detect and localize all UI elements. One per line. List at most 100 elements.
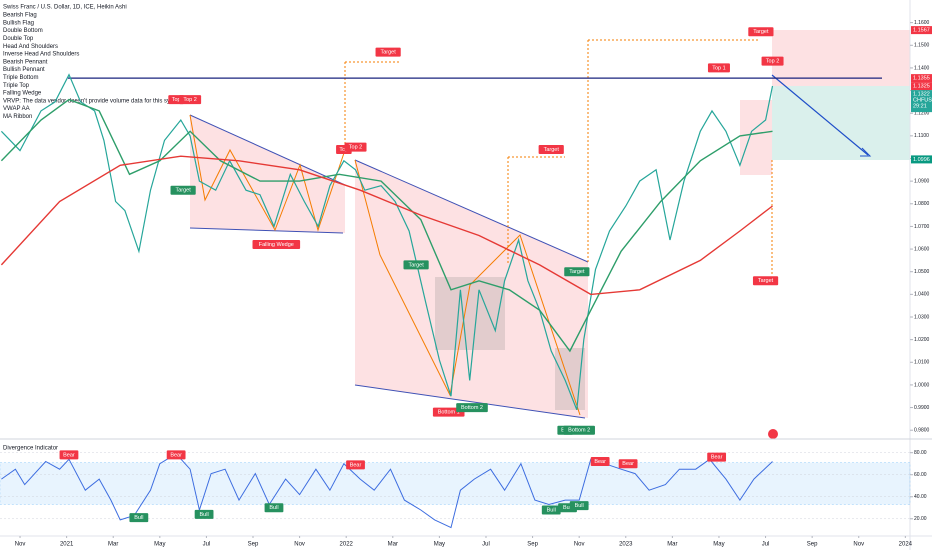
chart-title: Swiss Franc / U.S. Dollar, 1D, ICE, Heik…: [3, 5, 127, 11]
y-tick-label: 1.1100: [914, 133, 929, 139]
label-text: Top 1: [712, 65, 725, 71]
label-box: [541, 505, 561, 515]
legend-item: Double Bottom: [3, 28, 43, 34]
pattern-label: Target: [170, 185, 196, 195]
x-tick-label: Nov: [574, 542, 585, 548]
y-tick-label: 1.0400: [914, 292, 930, 298]
x-tick-label: 2024: [899, 542, 913, 548]
price-label-box: [911, 26, 932, 35]
x-tick-label: Jul: [762, 542, 770, 548]
arrow-head: [860, 147, 872, 157]
double-bottom-area: [555, 348, 585, 410]
price-label: 1.1325: [913, 84, 930, 90]
pattern-label: Bear: [707, 452, 727, 462]
y-tick-label: 1.0300: [914, 314, 930, 320]
drawings: [189, 30, 910, 439]
label-box: [252, 240, 301, 250]
target-zone: [772, 86, 910, 160]
label-box: [179, 95, 202, 105]
label-text: Falling Wedge: [259, 242, 294, 248]
legend-item: Bullish Pennant: [3, 67, 45, 73]
y-tick-label: 1.1500: [914, 43, 930, 49]
pattern-label: Bear: [618, 459, 638, 469]
y-tick-label: 1.0700: [914, 224, 930, 230]
label-box: [264, 503, 284, 513]
y-tick-label: 40.00: [914, 494, 927, 500]
label-text: Top 2: [766, 59, 779, 65]
x-tick-label: Jul: [482, 542, 490, 548]
y-tick-label: 1.1600: [914, 20, 930, 26]
price-label-box: [911, 74, 932, 83]
series-line: [1, 453, 773, 529]
pattern-label: Bull: [569, 501, 589, 511]
wedge-area: [355, 160, 588, 418]
label-text: Target: [758, 278, 774, 284]
label-text: Top: [339, 147, 348, 153]
x-tick-label: May: [713, 542, 724, 548]
pattern-label: Top 2: [344, 142, 367, 152]
label-box: [194, 509, 214, 519]
countdown: 29:21: [913, 104, 927, 110]
y-tick-label: 0.9900: [914, 405, 930, 411]
y-tick-label: 0.9800: [914, 428, 930, 434]
zigzag: [354, 159, 581, 416]
label-text: Bear: [622, 461, 634, 467]
label-box: [707, 452, 727, 462]
legend-item: Bullish Flag: [3, 20, 34, 26]
label-text: Bull: [134, 515, 143, 521]
x-tick-label: Jul: [203, 542, 211, 548]
flag-icon: [768, 429, 778, 439]
label-text: Bull: [269, 505, 278, 511]
legend-item: Head And Shoulders: [3, 44, 58, 50]
label-text: Bull: [563, 505, 572, 511]
y-tick-label: 1.0500: [914, 269, 930, 275]
y-tick-label: 1.0600: [914, 246, 930, 252]
price-label: 1.1322: [913, 92, 930, 98]
label-text: Target: [569, 269, 585, 275]
x-tick-label: Nov: [853, 542, 864, 548]
x-tick-label: Nov: [294, 542, 305, 548]
pattern-label: Target: [752, 276, 779, 286]
label-box: [748, 27, 774, 37]
pattern-label: Target: [564, 267, 590, 277]
series-line: [0, 155, 773, 296]
legend-item: Triple Bottom: [3, 75, 38, 81]
label-text: Top 2: [183, 97, 196, 103]
label-text: Target: [175, 188, 191, 194]
label-box: [375, 47, 401, 57]
label-box: [590, 457, 610, 467]
pattern-label: Target: [538, 144, 564, 154]
series-line: [0, 98, 773, 353]
label-box: [403, 260, 429, 270]
x-tick-label: 2021: [60, 542, 74, 548]
x-tick-label: May: [154, 542, 165, 548]
label-box: [707, 63, 730, 73]
label-box: [618, 459, 638, 469]
symbol-label: CHFUSD: [913, 98, 932, 104]
y-tick-label: 60.00: [914, 472, 927, 478]
pattern-label: Bear: [346, 460, 365, 470]
label-box: [563, 425, 595, 435]
pattern-label: Bull: [194, 509, 214, 519]
x-tick-label: 2023: [619, 542, 633, 548]
price-label-box: [911, 82, 932, 91]
series-line: [0, 73, 774, 411]
label-box: [456, 403, 488, 413]
label-box: [59, 450, 79, 460]
y-tick-label: 1.0900: [914, 178, 930, 184]
label-text: Target: [544, 147, 560, 153]
x-tick-label: 2022: [340, 542, 354, 548]
legend-item: Bearish Flag: [3, 13, 37, 19]
label-text: Bottom 1: [438, 410, 460, 416]
label-box: [538, 144, 564, 154]
x-tick-label: Sep: [807, 542, 818, 548]
label-box: [569, 501, 589, 511]
pattern-label: Target: [403, 260, 429, 270]
legend-item: VWAP AA: [3, 106, 30, 112]
y-tick-label: 1.0200: [914, 337, 930, 343]
label-box: [129, 513, 149, 523]
label-text: Top 2: [349, 145, 362, 151]
label-box: [752, 276, 779, 286]
legend-item: VRVP: The data vendor doesn't provide vo…: [3, 98, 185, 104]
